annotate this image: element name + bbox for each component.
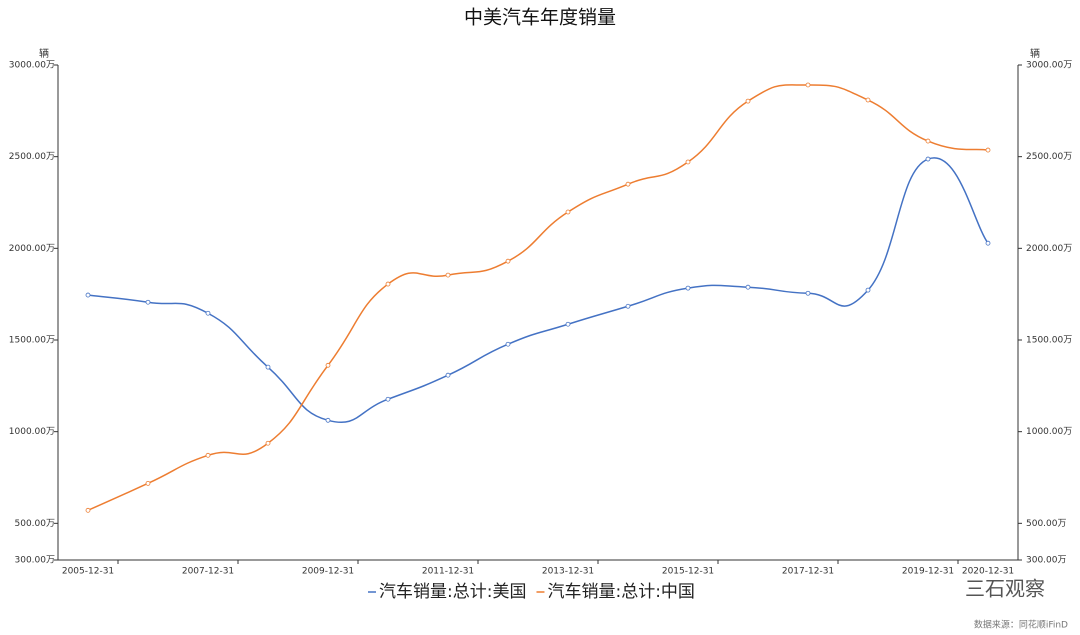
x-tick-label: 2005-12-31 (62, 567, 114, 577)
series-line (87, 157, 989, 423)
point (985, 240, 991, 246)
x-tick-label: 2007-12-31 (182, 567, 234, 577)
y2-tick-label: 1000.00万 (1026, 427, 1072, 437)
point (925, 156, 931, 162)
legend-label: 汽车销量:总计:中国 (547, 582, 694, 602)
point (265, 364, 271, 370)
point (385, 396, 391, 402)
point (745, 284, 751, 290)
y-tick-label: 3000.00万 (9, 61, 55, 71)
x-tick-label: 2009-12-31 (302, 567, 354, 577)
point (985, 147, 991, 153)
y-tick-label: 1500.00万 (9, 336, 55, 346)
series-line (87, 84, 989, 512)
y-tick-label: 300.00万 (15, 556, 56, 566)
y2-tick-label: 3000.00万 (1026, 61, 1072, 71)
y-tick-label: 500.00万 (15, 519, 56, 529)
point (385, 281, 391, 287)
chart-title: 中美汽车年度销量 (464, 7, 616, 29)
point (805, 82, 811, 88)
x-tick-label: 2015-12-31 (662, 567, 714, 577)
point (205, 310, 211, 316)
point (505, 258, 511, 264)
point (445, 372, 451, 378)
y-axis-label: 辆 (39, 47, 49, 60)
x-tick-label: 2017-12-31 (782, 567, 834, 577)
x-tick-label: 2011-12-31 (422, 567, 474, 577)
y2-tick-label: 500.00万 (1026, 519, 1067, 529)
point (85, 507, 91, 513)
y2-tick-label: 300.00万 (1026, 556, 1067, 566)
x-tick-label: 2019-12-31 (902, 567, 954, 577)
y-tick-label: 2500.00万 (9, 152, 55, 162)
point (565, 209, 571, 215)
point (145, 299, 151, 305)
watermark: 三石观察 (965, 577, 1045, 601)
y2-tick-label: 2000.00万 (1026, 244, 1072, 254)
y-tick-label: 2000.00万 (9, 244, 55, 254)
point (745, 98, 751, 104)
point (325, 417, 331, 423)
point (685, 159, 691, 165)
point (625, 303, 631, 309)
y2-axis-label: 辆 (1030, 47, 1040, 60)
point (265, 440, 271, 446)
point (565, 321, 571, 327)
point (445, 272, 451, 278)
point (625, 181, 631, 187)
point (145, 480, 151, 486)
point (325, 362, 331, 368)
y-tick-label: 1000.00万 (9, 427, 55, 437)
point (865, 287, 871, 293)
legend-label: 汽车销量:总计:美国 (379, 582, 526, 602)
y2-tick-label: 2500.00万 (1026, 152, 1072, 162)
point (205, 452, 211, 458)
point (865, 97, 871, 103)
point (85, 292, 91, 298)
point (505, 341, 511, 347)
point (925, 138, 931, 144)
point (685, 285, 691, 291)
point (805, 290, 811, 296)
x-tick-label: 2020-12-31 (962, 567, 1014, 577)
x-tick-label: 2013-12-31 (542, 567, 594, 577)
source-note: 数据来源：同花顺iFinD (974, 619, 1068, 631)
y2-tick-label: 1500.00万 (1026, 336, 1072, 346)
